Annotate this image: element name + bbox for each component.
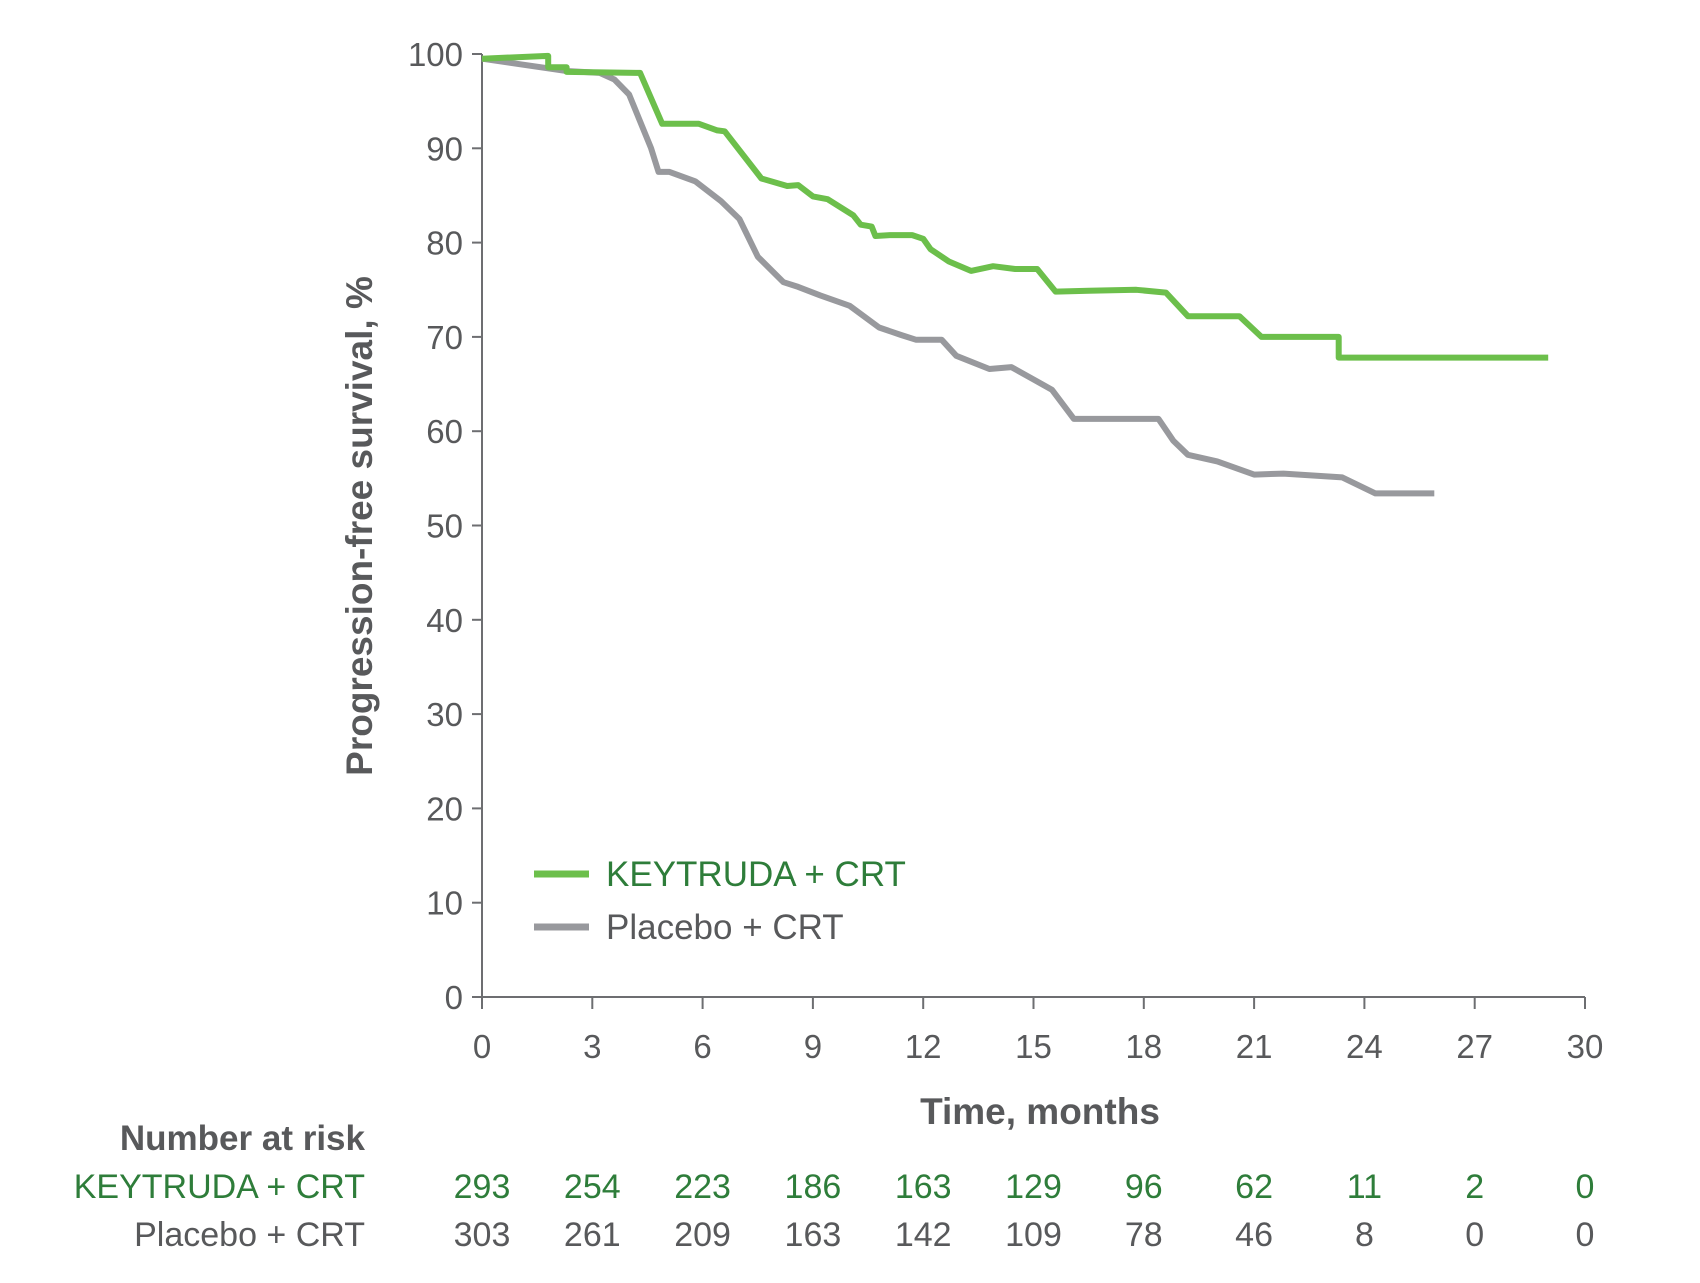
x-tick-label: 18 — [1125, 1028, 1162, 1065]
risk-value: 0 — [1465, 1216, 1484, 1254]
risk-value: 186 — [785, 1168, 842, 1206]
y-axis-title: Progression-free survival, % — [339, 276, 380, 776]
risk-row-label: KEYTRUDA + CRT — [74, 1168, 365, 1206]
risk-value: 62 — [1235, 1168, 1273, 1206]
y-tick-label: 0 — [445, 979, 463, 1016]
y-tick-label: 20 — [426, 790, 463, 827]
risk-value: 223 — [674, 1168, 731, 1206]
x-tick-label: 24 — [1346, 1028, 1383, 1065]
series-line — [481, 55, 1435, 497]
legend-label: KEYTRUDA + CRT — [606, 855, 906, 894]
legend-label: Placebo + CRT — [606, 908, 844, 947]
risk-value: 11 — [1347, 1168, 1382, 1206]
y-tick-label: 60 — [426, 413, 463, 450]
risk-value: 109 — [1005, 1216, 1062, 1254]
risk-value: 163 — [895, 1168, 952, 1206]
x-tick-label: 21 — [1236, 1028, 1273, 1065]
y-tick-label: 80 — [426, 225, 463, 262]
number-at-risk-title: Number at risk — [120, 1119, 366, 1158]
y-tick-label: 30 — [426, 696, 463, 733]
risk-value: 163 — [785, 1216, 842, 1254]
y-tick-label: 90 — [426, 130, 463, 167]
risk-value: 2 — [1465, 1168, 1484, 1206]
series-line — [481, 52, 1549, 361]
risk-value: 46 — [1235, 1216, 1273, 1254]
axes: 0 10 20 30 40 50 60 70 80 90 100 0 3 6 9 12 15 18 21 24 27 30 — [408, 36, 1603, 1065]
x-tick-label: 6 — [693, 1028, 711, 1065]
risk-value: 261 — [564, 1216, 621, 1254]
survival-curves — [481, 52, 1549, 497]
x-tick-label: 30 — [1567, 1028, 1604, 1065]
y-tick-label: 100 — [408, 36, 463, 73]
x-tick-label: 3 — [583, 1028, 601, 1065]
risk-value: 142 — [895, 1216, 952, 1254]
risk-value: 254 — [564, 1168, 621, 1206]
risk-value: 8 — [1355, 1216, 1374, 1254]
risk-value: 96 — [1125, 1168, 1163, 1206]
legend: KEYTRUDA + CRT Placebo + CRT — [534, 855, 906, 947]
risk-value: 0 — [1576, 1168, 1595, 1206]
x-axis-title: Time, months — [920, 1091, 1160, 1132]
risk-value: 293 — [454, 1168, 511, 1206]
x-tick-label: 27 — [1456, 1028, 1493, 1065]
y-tick-label: 70 — [426, 319, 463, 356]
number-at-risk-table: Number at risk KEYTRUDA + CRT 293 254 223 18… — [74, 1119, 1595, 1254]
risk-row-label: Placebo + CRT — [134, 1216, 365, 1254]
risk-value: 129 — [1005, 1168, 1062, 1206]
x-tick-label: 9 — [804, 1028, 822, 1065]
y-tick-label: 50 — [426, 508, 463, 545]
y-tick-label: 10 — [426, 885, 463, 922]
risk-value: 0 — [1576, 1216, 1595, 1254]
x-tick-label: 12 — [905, 1028, 942, 1065]
risk-value: 209 — [674, 1216, 731, 1254]
y-tick-label: 40 — [426, 602, 463, 639]
x-tick-label: 0 — [473, 1028, 491, 1065]
risk-value: 78 — [1125, 1216, 1163, 1254]
risk-value: 303 — [454, 1216, 511, 1254]
x-tick-label: 15 — [1015, 1028, 1052, 1065]
